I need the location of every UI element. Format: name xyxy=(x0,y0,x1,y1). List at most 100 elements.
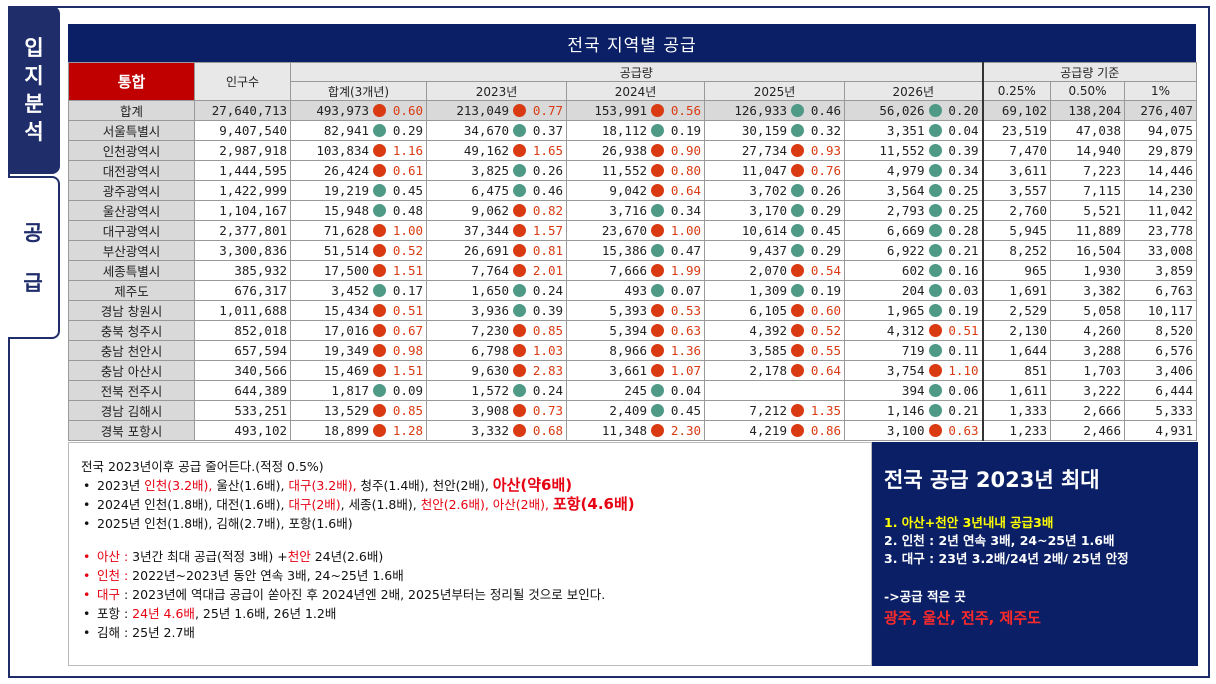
supply-cell: 1,817 0.09 xyxy=(290,380,427,402)
ratio-value: 2.83 xyxy=(532,363,563,379)
supply-cell: 11,552 0.80 xyxy=(566,160,705,182)
ratio-value: 1.35 xyxy=(810,403,841,419)
tab-location-analysis[interactable]: 입 지 분 석 xyxy=(8,6,60,174)
red-dot-icon xyxy=(513,404,526,418)
red-dot-icon xyxy=(651,324,664,338)
ratio-value: 0.04 xyxy=(670,383,701,399)
red-dot-icon xyxy=(791,144,804,158)
supply-value: 10,614 xyxy=(741,223,787,239)
population-cell: 2,377,801 xyxy=(194,220,291,242)
ratio-value: 0.29 xyxy=(810,243,841,259)
population-cell: 493,102 xyxy=(194,420,291,442)
supply-value: 6,669 xyxy=(886,223,925,239)
table-row: 경남 창원시 1,011,688 15,434 0.51 3,936 0.39 5,393 0… xyxy=(68,300,1197,322)
ratio-value: 0.29 xyxy=(810,203,841,219)
red-dot-icon xyxy=(651,144,664,158)
standard-cell: 3,611 xyxy=(981,160,1051,182)
red-dot-icon xyxy=(651,344,664,358)
red-dot-icon xyxy=(373,244,386,258)
red-dot-icon xyxy=(373,404,386,418)
tab-supply[interactable]: 공 급 xyxy=(8,176,60,339)
ratio-value: 1.99 xyxy=(670,263,701,279)
ratio-value: 0.16 xyxy=(948,263,979,279)
supply-cell: 3,908 0.73 xyxy=(426,400,567,422)
ratio-value: 0.25 xyxy=(948,183,979,199)
green-dot-icon xyxy=(791,224,804,238)
supply-cell: 7,666 1.99 xyxy=(566,260,705,282)
red-dot-icon xyxy=(928,324,942,338)
supply-cell: 7,230 0.85 xyxy=(426,320,567,342)
ratio-value: 0.68 xyxy=(532,423,563,439)
supply-cell: 37,344 1.57 xyxy=(426,220,567,242)
supply-cell: 10,614 0.45 xyxy=(704,220,845,242)
population-cell: 385,932 xyxy=(194,260,291,282)
population-header: 인구수 xyxy=(194,61,291,102)
standard-cell: 5,521 xyxy=(1050,200,1125,222)
supply-cell: 6,798 1.03 xyxy=(426,340,567,362)
ratio-value: 0.52 xyxy=(810,323,841,339)
standard-cell: 2,130 xyxy=(981,320,1051,342)
supply-cell: 3,564 0.25 xyxy=(844,180,983,202)
ratio-value: 1.36 xyxy=(670,343,701,359)
note-item: 2023년 인천(3.2배), 울산(1.6배), 대구(3.2배), 청주(1… xyxy=(81,476,859,495)
ratio-value: 0.39 xyxy=(948,143,979,159)
standard-cell: 14,940 xyxy=(1050,140,1125,162)
population-cell: 644,389 xyxy=(194,380,291,402)
supply-cell: 3,585 0.55 xyxy=(704,340,845,362)
population-cell: 1,444,595 xyxy=(194,160,291,182)
ratio-value: 0.73 xyxy=(532,403,563,419)
region-name: 경남 창원시 xyxy=(68,300,195,322)
supply-cell: 9,630 2.83 xyxy=(426,360,567,382)
note-item: 인천 : 2022년~2023년 동안 연속 3배, 24~25년 1.6배 xyxy=(81,566,859,585)
ratio-value: 1.28 xyxy=(392,423,423,439)
green-dot-icon xyxy=(928,124,942,138)
ratio-value: 0.86 xyxy=(810,423,841,439)
supply-value: 18,899 xyxy=(323,423,369,439)
ratio-value: 0.93 xyxy=(810,143,841,159)
green-dot-icon xyxy=(651,284,664,298)
supply-cell: 3,754 1.10 xyxy=(844,360,983,382)
standard-cell: 2,760 xyxy=(981,200,1051,222)
population-cell: 657,594 xyxy=(194,340,291,362)
supply-value: 6,798 xyxy=(471,343,509,359)
green-dot-icon xyxy=(928,104,942,118)
supply-value: 493 xyxy=(624,283,647,299)
supply-cell: 3,702 0.26 xyxy=(704,180,845,202)
supply-cell: 4,392 0.52 xyxy=(704,320,845,342)
ratio-value: 0.64 xyxy=(670,183,701,199)
supply-cell: 9,437 0.29 xyxy=(704,240,845,262)
ratio-value: 0.85 xyxy=(392,403,423,419)
green-dot-icon xyxy=(791,104,804,118)
supply-cell: 8,966 1.36 xyxy=(566,340,705,362)
supply-cell: 3,661 1.07 xyxy=(566,360,705,382)
region-name: 경북 포항시 xyxy=(68,420,195,442)
standard-cell: 965 xyxy=(981,260,1051,282)
supply-cell: 5,393 0.53 xyxy=(566,300,705,322)
red-dot-icon xyxy=(513,104,526,118)
ratio-value: 0.98 xyxy=(392,343,423,359)
supply-cell: 17,016 0.67 xyxy=(290,320,427,342)
supply-cell: 6,475 0.46 xyxy=(426,180,567,202)
supply-value: 15,469 xyxy=(323,363,369,379)
standard-cell: 94,075 xyxy=(1124,120,1197,142)
ratio-value: 0.45 xyxy=(670,403,701,419)
red-dot-icon xyxy=(791,344,804,358)
table-row: 전북 전주시 644,389 1,817 0.09 1,572 0.24 245 0.04 39… xyxy=(68,380,1197,402)
summary-point: 2. 인천 : 2년 연속 3배, 24~25년 1.6배 xyxy=(884,533,1115,548)
standard-header: 0.25% xyxy=(981,81,1051,102)
supply-value: 9,437 xyxy=(749,243,787,259)
supply-value: 3,452 xyxy=(331,283,369,299)
supply-value: 602 xyxy=(901,263,925,279)
supply-value: 11,552 xyxy=(601,163,647,179)
standard-cell: 851 xyxy=(981,360,1051,382)
table-row: 인천광역시 2,987,918 103,834 1.16 49,162 1.65 26,93… xyxy=(68,140,1197,162)
red-dot-icon xyxy=(373,224,386,238)
supply-cell: 3,825 0.26 xyxy=(426,160,567,182)
region-name: 합계 xyxy=(68,100,195,122)
standard-cell: 23,519 xyxy=(981,120,1051,142)
supply-value: 9,062 xyxy=(471,203,509,219)
supply-value: 3,908 xyxy=(471,403,509,419)
green-dot-icon xyxy=(928,164,942,178)
standard-cell: 8,252 xyxy=(981,240,1051,262)
region-name: 울산광역시 xyxy=(68,200,195,222)
